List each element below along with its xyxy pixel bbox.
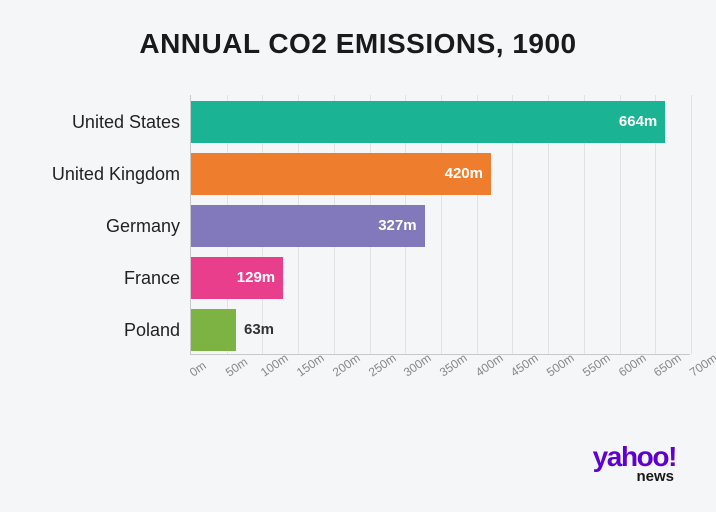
bar: 327m — [191, 205, 425, 247]
x-tick-label: 550m — [580, 351, 613, 380]
bar-row: France 129m — [30, 257, 690, 299]
x-tick-label: 0m — [187, 358, 209, 379]
chart-title: ANNUAL CO2 EMISSIONS, 1900 — [0, 0, 716, 60]
bar-row: United States 664m — [30, 101, 690, 143]
source-logo: yahoo! news — [593, 443, 676, 484]
gridline — [691, 95, 692, 354]
x-tick-label: 600m — [616, 351, 649, 380]
bar-row: Germany 327m — [30, 205, 690, 247]
x-tick-label: 700m — [687, 351, 716, 380]
category-label: United States — [30, 101, 180, 143]
x-tick-label: 250m — [366, 351, 399, 380]
x-tick-label: 650m — [651, 351, 684, 380]
category-label: Germany — [30, 205, 180, 247]
x-tick-label: 450m — [508, 351, 541, 380]
bar-row: United Kingdom 420m — [30, 153, 690, 195]
bar: 664m — [191, 101, 665, 143]
x-tick-label: 200m — [330, 351, 363, 380]
category-label: Poland — [30, 309, 180, 351]
logo-brand: yahoo! — [593, 443, 676, 471]
bar: 129m — [191, 257, 283, 299]
x-tick-label: 500m — [544, 351, 577, 380]
bar-value-label: 129m — [237, 257, 275, 299]
bar-value-label: 664m — [619, 101, 657, 143]
x-tick-label: 400m — [473, 351, 506, 380]
x-tick-label: 150m — [294, 351, 327, 380]
bar-row: Poland 63m — [30, 309, 690, 351]
x-tick-label: 50m — [223, 355, 250, 380]
bar-value-label: 420m — [445, 153, 483, 195]
bar: 420m — [191, 153, 491, 195]
bar-chart: 0m50m100m150m200m250m300m350m400m450m500… — [30, 95, 690, 375]
category-label: United Kingdom — [30, 153, 180, 195]
x-tick-label: 350m — [437, 351, 470, 380]
bar: 63m — [191, 309, 236, 351]
bar-value-label: 327m — [378, 205, 416, 247]
bar-value-label: 63m — [244, 309, 274, 351]
category-label: France — [30, 257, 180, 299]
x-tick-label: 100m — [258, 351, 291, 380]
x-tick-label: 300m — [401, 351, 434, 380]
